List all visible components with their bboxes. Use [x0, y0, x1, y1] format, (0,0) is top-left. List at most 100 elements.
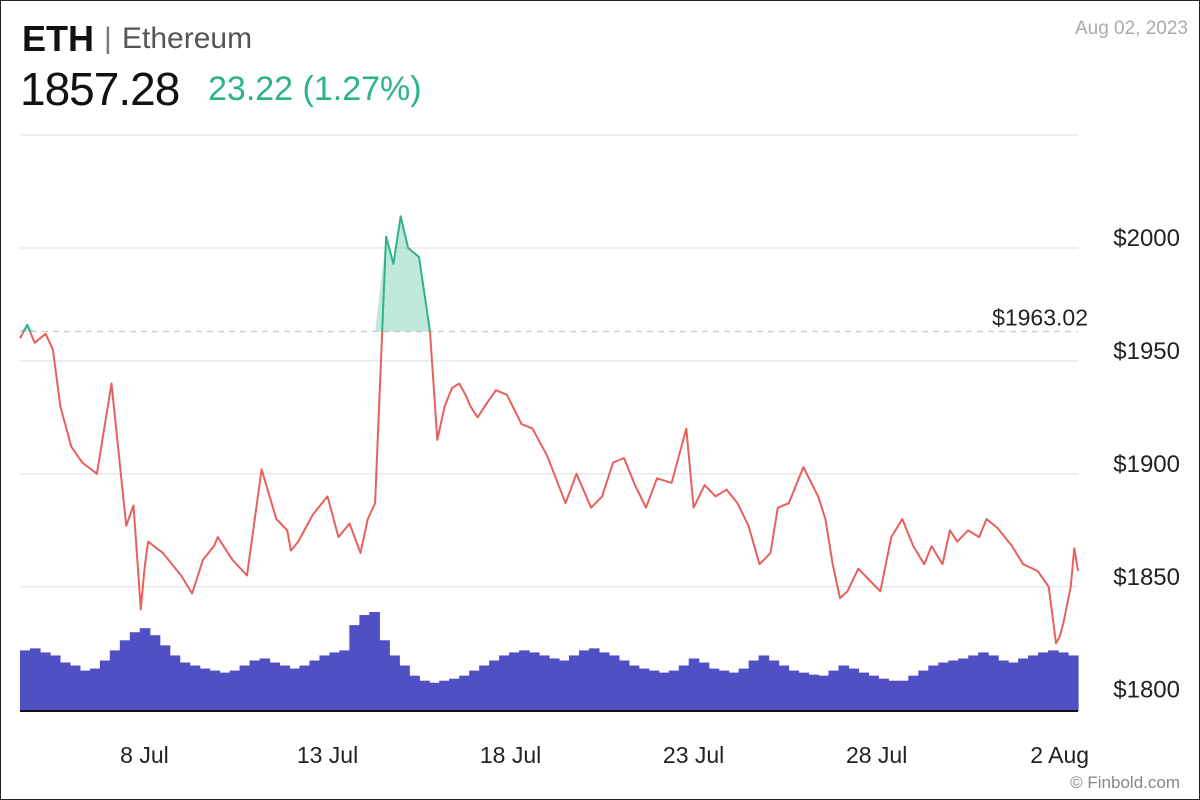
- volume-bar: [269, 662, 281, 711]
- volume-bar: [279, 665, 291, 711]
- volume-bar: [299, 665, 311, 711]
- y-tick-label: $1850: [1113, 564, 1180, 591]
- volume-bar: [319, 655, 331, 711]
- volume-bar: [648, 670, 660, 711]
- volume-bar: [519, 650, 530, 711]
- volume-bar: [199, 668, 211, 711]
- volume-bar: [1028, 655, 1039, 711]
- volume-bar: [459, 675, 470, 711]
- x-tick-label: 13 Jul: [297, 742, 358, 768]
- volume-bar: [678, 665, 690, 711]
- volume-bar: [668, 670, 680, 711]
- volume-bar: [988, 655, 999, 711]
- y-tick-label: $1800: [1113, 677, 1180, 704]
- volume-bar: [618, 660, 630, 711]
- volume-bar: [588, 648, 600, 711]
- volume-bar: [339, 650, 350, 711]
- x-tick-label: 28 Jul: [846, 742, 907, 768]
- volume-bar: [359, 615, 370, 711]
- volume-bar: [788, 670, 800, 711]
- volume-bar: [868, 675, 879, 711]
- source-credit: © Finbold.com: [1070, 773, 1180, 792]
- y-tick-label: $1950: [1113, 338, 1180, 365]
- volume-bar: [908, 675, 919, 711]
- volume-bar: [239, 665, 251, 711]
- volume-bar: [509, 652, 520, 711]
- y-tick-label: $2000: [1113, 225, 1180, 252]
- volume-bar: [79, 670, 91, 711]
- price-line: [19, 215, 1079, 645]
- volume-bar: [1058, 652, 1069, 711]
- volume-bar: [429, 682, 440, 711]
- volume-bar: [309, 660, 321, 711]
- volume-bar: [389, 655, 400, 711]
- ticker-symbol: ETH: [22, 18, 94, 59]
- volume-bar: [549, 658, 560, 711]
- volume-bar: [938, 662, 949, 711]
- volume-bar: [1068, 655, 1079, 711]
- volume-bar: [818, 675, 830, 711]
- volume-bar: [948, 660, 959, 711]
- volume-bar: [848, 668, 860, 711]
- volume-bar: [349, 625, 360, 711]
- volume-bar: [958, 658, 969, 711]
- volume-bar: [29, 648, 41, 711]
- volume-bar: [20, 650, 31, 711]
- volume-bar: [608, 655, 620, 711]
- volume-bar: [89, 668, 101, 711]
- volume-bar: [119, 640, 131, 711]
- y-tick-label: $1900: [1113, 451, 1180, 478]
- volume-bar: [539, 655, 550, 711]
- above-reference-fill: [20, 216, 1078, 332]
- chart-date: Aug 02, 2023: [1074, 18, 1188, 39]
- volume-bar: [69, 665, 81, 711]
- volume-bar: [888, 680, 899, 711]
- volume-bar: [449, 678, 460, 711]
- volume-bar: [209, 670, 221, 711]
- volume-bar: [828, 670, 840, 711]
- volume-bar: [878, 678, 889, 711]
- volume-bar: [638, 668, 650, 711]
- volume-bar: [558, 660, 570, 711]
- volume-bar: [529, 652, 540, 711]
- title-separator: |: [104, 22, 112, 55]
- volume-bar: [39, 652, 51, 711]
- x-tick-label: 2 Aug: [1030, 742, 1089, 768]
- volume-bar: [139, 628, 151, 711]
- volume-bar: [1048, 650, 1059, 711]
- volume-bar: [109, 650, 121, 711]
- volume-bar: [768, 660, 780, 711]
- reference-label: $1963.02: [992, 304, 1088, 330]
- volume-bar: [568, 655, 580, 711]
- volume-bar: [688, 658, 700, 711]
- volume-bar: [1008, 662, 1019, 711]
- volume-bar: [49, 655, 61, 711]
- volume-bar: [978, 652, 989, 711]
- volume-bar: [329, 652, 340, 711]
- x-tick-label: 23 Jul: [663, 742, 724, 768]
- volume-bar: [998, 660, 1009, 711]
- volume-bar: [968, 655, 979, 711]
- current-price: 1857.28: [20, 63, 180, 115]
- volume-bar: [419, 680, 430, 711]
- volume-bar: [59, 662, 71, 711]
- volume-bar: [578, 650, 590, 711]
- volume-bar: [758, 655, 770, 711]
- volume-bar: [499, 655, 510, 711]
- volume-bar: [658, 672, 670, 711]
- volume-bar: [928, 665, 939, 711]
- price-change: 23.22 (1.27%): [208, 70, 422, 108]
- x-tick-label: 8 Jul: [120, 742, 169, 768]
- volume-bar: [169, 655, 181, 711]
- volume-bar: [489, 660, 500, 711]
- volume-bar: [918, 670, 929, 711]
- volume-bar: [219, 672, 231, 711]
- x-tick-label: 18 Jul: [480, 742, 541, 768]
- volume-bar: [399, 665, 410, 711]
- volume-bar: [628, 665, 640, 711]
- volume-bar: [838, 665, 850, 711]
- volume-bar: [369, 612, 380, 711]
- volume-bar: [409, 675, 420, 711]
- volume-bar: [898, 680, 909, 711]
